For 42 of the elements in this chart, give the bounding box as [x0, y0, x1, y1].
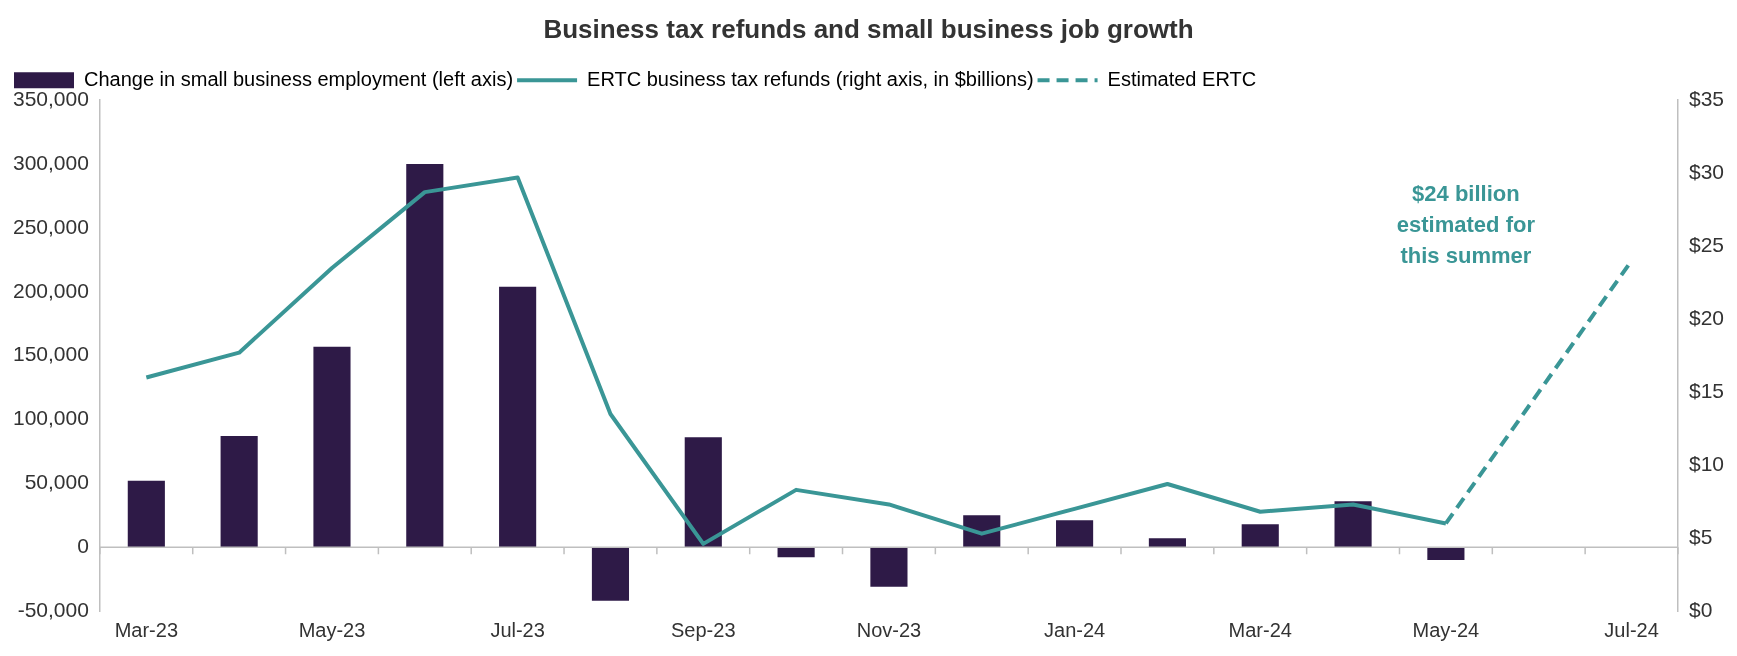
- x-tick-label: Mar-23: [114, 618, 178, 641]
- y-tick-label: 150,000: [12, 342, 89, 366]
- y-tick-label: 250,000: [12, 214, 89, 238]
- bar: [870, 547, 908, 587]
- x-tick-label: Sep-23: [671, 618, 736, 641]
- y2-tick-label: $10: [1688, 451, 1725, 475]
- bar: [499, 286, 537, 548]
- y2-tick-label: $5: [1688, 524, 1713, 548]
- x-tick-label: Jul-23: [490, 618, 545, 641]
- bar: [1056, 520, 1094, 548]
- y2-tick-label: $15: [1688, 378, 1725, 402]
- bar: [1241, 524, 1279, 548]
- y-tick-label: -50,000: [17, 597, 89, 621]
- y-tick-label: 50,000: [24, 470, 89, 494]
- bar: [684, 437, 722, 548]
- y-tick-label: 100,000: [12, 406, 89, 430]
- x-tick-label: May-23: [298, 618, 366, 641]
- bar: [127, 480, 165, 548]
- y2-tick-label: $35: [1688, 87, 1725, 110]
- y2-tick-label: $20: [1688, 305, 1725, 329]
- y2-tick-label: $0: [1688, 597, 1713, 621]
- bar: [406, 164, 444, 548]
- y-tick-label: 300,000: [12, 150, 89, 174]
- y2-tick-label: $30: [1688, 159, 1725, 183]
- y-tick-label: 200,000: [12, 278, 89, 302]
- y2-tick-label: $25: [1688, 232, 1725, 256]
- annotation: $24 billion estimated for this summer: [1396, 181, 1536, 269]
- x-tick-label: Jan-24: [1044, 618, 1106, 641]
- legend-label: Estimated ERTC: [1107, 67, 1257, 90]
- legend-label: Change in small business employment (left axis): [84, 67, 514, 90]
- y-tick-label: 0: [77, 533, 89, 557]
- x-tick-label: Jul-24: [1604, 618, 1659, 641]
- x-tick-label: Nov-23: [856, 618, 922, 641]
- chart-title: Business tax refunds and small business job growth: [543, 13, 1194, 44]
- x-tick-label: May-24: [1412, 618, 1480, 641]
- bar: [1427, 547, 1465, 560]
- y-tick-label: 350,000: [12, 87, 89, 110]
- legend-label: ERTC business tax refunds (right axis, in $billions): [587, 67, 1034, 90]
- bar: [313, 346, 351, 548]
- bar: [220, 436, 258, 548]
- x-tick-label: Mar-24: [1228, 618, 1292, 641]
- bar: [591, 547, 630, 601]
